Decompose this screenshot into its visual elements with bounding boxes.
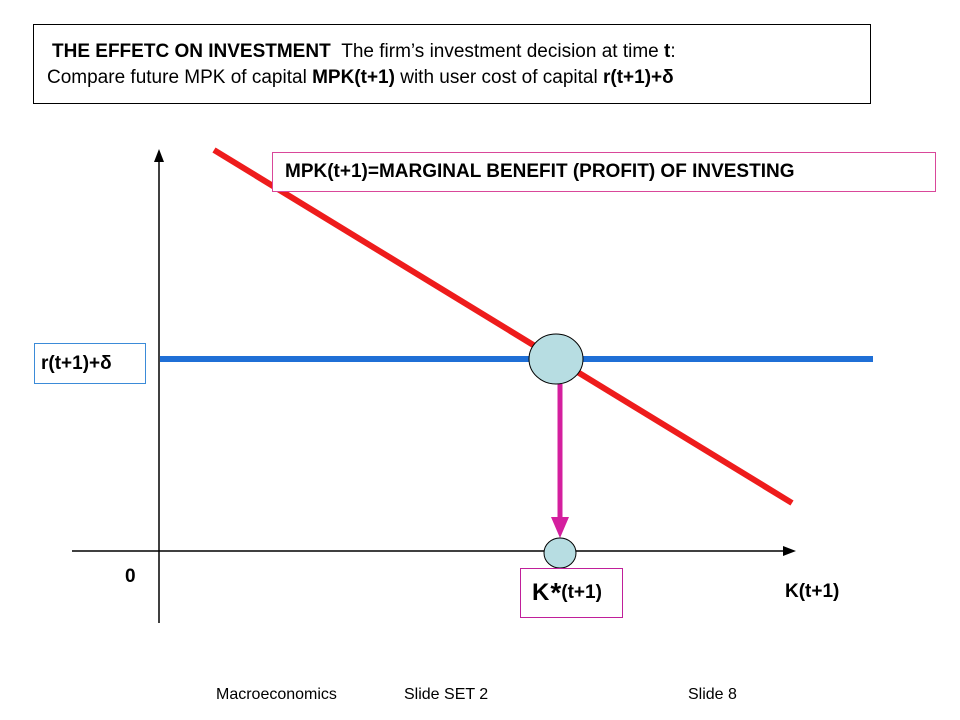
x-axis-arrowhead: [783, 546, 796, 556]
title-line-1-text: The firm’s investment decision at time: [341, 41, 665, 62]
rate-label: r(t+1)+δ: [41, 352, 112, 374]
title-mpk: MPK(t+1): [312, 67, 395, 88]
title-heading: THE EFFETC ON INVESTMENT: [52, 41, 331, 62]
kstar-subscript: (t+1): [561, 582, 602, 603]
y-axis-arrowhead: [154, 149, 164, 162]
kstar-point: [543, 537, 577, 569]
kstar-label-box: K * (t+1): [520, 568, 623, 618]
title-line-2: Compare future MPK of capital MPK(t+1) w…: [47, 65, 860, 91]
rate-label-box: r(t+1)+δ: [34, 343, 146, 384]
drop-arrow-head: [551, 517, 569, 538]
mpk-label-box: MPK(t+1)=MARGINAL BENEFIT (PROFIT) OF IN…: [272, 152, 936, 192]
title-line-1: THE EFFETC ON INVESTMENT The firm’s inve…: [50, 39, 860, 65]
title-line-2-text-a: Compare future MPK of capital: [47, 67, 313, 88]
title-line-2-text-b: with user cost of capital: [394, 67, 603, 88]
title-time-t: t: [664, 41, 671, 62]
equilibrium-point: [528, 333, 584, 385]
mpk-line: [212, 147, 794, 506]
footer-course: Macroeconomics: [216, 686, 337, 703]
footer-slide-set: Slide SET 2: [404, 686, 489, 703]
title-colon: :: [670, 41, 676, 62]
mpk-label: MPK(t+1)=MARGINAL BENEFIT (PROFIT) OF IN…: [285, 161, 795, 182]
x-axis-label: K(t+1): [785, 581, 840, 602]
origin-label: 0: [125, 566, 136, 587]
kstar-star: *: [550, 577, 562, 608]
footer-slide-number: Slide 8: [688, 686, 737, 703]
title-user-cost: r(t+1)+δ: [603, 67, 674, 88]
title-box: THE EFFETC ON INVESTMENT The firm’s inve…: [33, 24, 871, 104]
kstar-k: K: [532, 579, 550, 606]
